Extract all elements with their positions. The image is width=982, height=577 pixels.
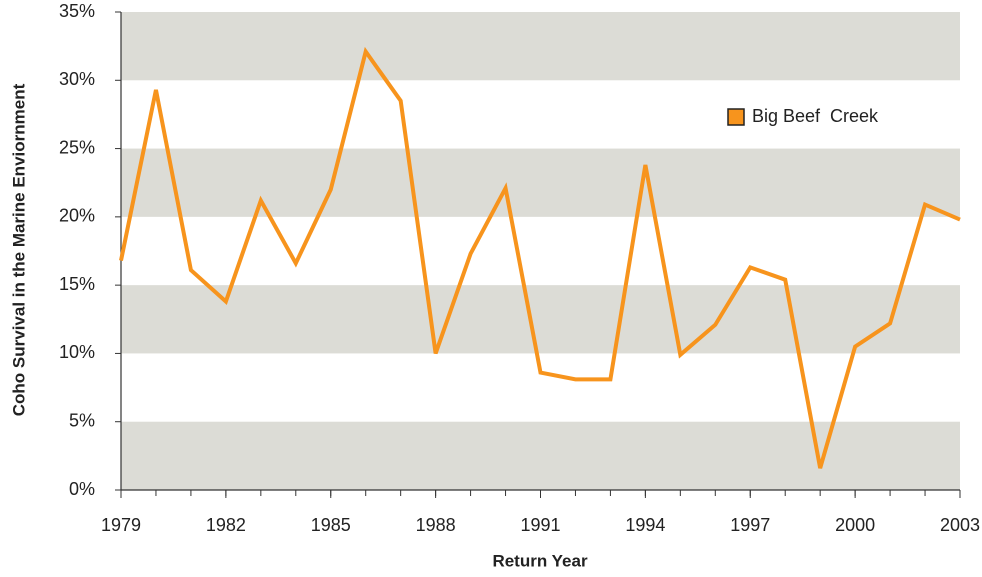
- y-tick-label: 20%: [59, 206, 95, 226]
- x-axis-title: Return Year: [492, 551, 588, 570]
- x-tick-label: 1985: [311, 515, 351, 535]
- y-axis-title: Coho Survival in the Marine Enviornment: [9, 83, 28, 416]
- y-tick-label: 10%: [59, 342, 95, 362]
- bands: [121, 12, 960, 490]
- y-tick-label: 5%: [69, 410, 95, 430]
- x-tick-label: 1997: [730, 515, 770, 535]
- x-tick-label: 2000: [835, 515, 875, 535]
- x-tick-label: 1982: [206, 515, 246, 535]
- y-tick-label: 0%: [69, 479, 95, 499]
- x-tick-label: 1979: [101, 515, 141, 535]
- grid-band: [121, 421, 960, 490]
- x-tick-label: 1988: [416, 515, 456, 535]
- x-tick-label: 1994: [625, 515, 665, 535]
- legend-label: Big Beef Creek: [752, 106, 879, 126]
- x-tick-label: 2003: [940, 515, 980, 535]
- grid-band: [121, 148, 960, 217]
- plot: 0% 5% 10% 15% 20% 25% 30% 35% 1979 1982 1985 1988 19…: [59, 1, 980, 535]
- grid-band: [121, 12, 960, 81]
- y-tick-label: 15%: [59, 274, 95, 294]
- x-tick-label: 1991: [520, 515, 560, 535]
- legend-swatch: [727, 108, 745, 126]
- grid-band: [121, 285, 960, 354]
- y-tick-label: 35%: [59, 1, 95, 21]
- y-tick-label: 30%: [59, 69, 95, 89]
- y-tick-label: 25%: [59, 137, 95, 157]
- line: [119, 46, 961, 469]
